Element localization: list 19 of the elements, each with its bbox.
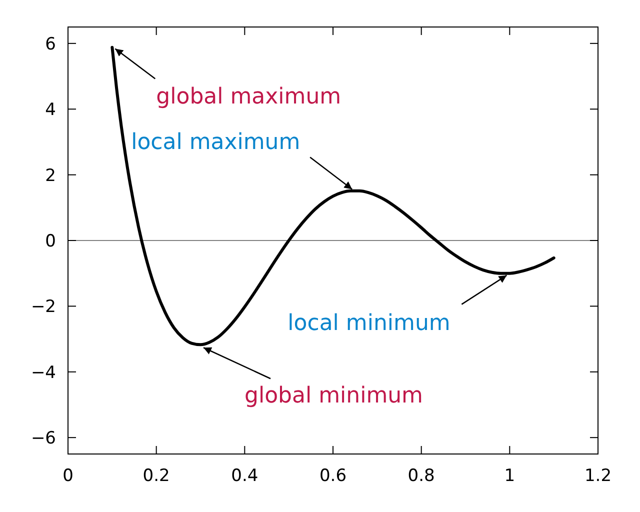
y-tick-label: −6 <box>30 428 56 449</box>
y-tick-label: 0 <box>45 231 56 252</box>
x-tick-label: 1.2 <box>584 466 612 486</box>
y-tick-label: 4 <box>45 100 56 120</box>
x-tick-label: 1 <box>504 466 516 486</box>
x-tick-label: 0.6 <box>319 466 347 486</box>
x-tick-label: 0.2 <box>142 466 170 486</box>
annotation: global minimum <box>244 383 423 408</box>
annotation: local minimum <box>288 311 450 336</box>
y-tick-label: 6 <box>45 34 56 54</box>
line-series <box>110 46 556 346</box>
y-tick-label: −4 <box>30 362 56 383</box>
annotation: local maximum <box>131 130 300 155</box>
y-tick-label: 2 <box>45 166 56 186</box>
x-tick-label: 0.8 <box>408 466 435 486</box>
y-tick-label: −2 <box>30 297 56 318</box>
x-tick-label: 0 <box>62 466 74 486</box>
x-tick-label: 0.4 <box>231 466 258 486</box>
annotation: global maximum <box>156 84 342 110</box>
